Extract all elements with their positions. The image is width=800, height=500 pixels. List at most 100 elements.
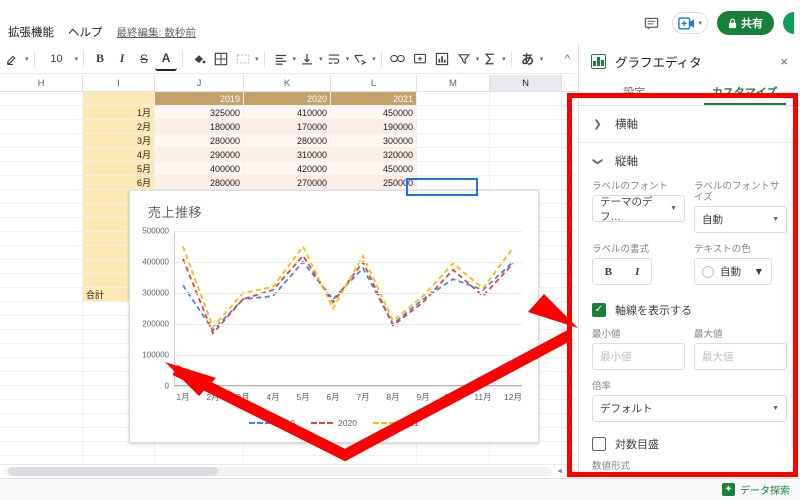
table-row[interactable]: 2019 2020 2021 xyxy=(0,92,578,106)
grid-cell[interactable] xyxy=(83,442,155,455)
merge-cells-icon[interactable] xyxy=(232,47,254,71)
table-row[interactable]: 2月 180000 170000 190000 xyxy=(0,120,578,134)
grid-cell[interactable] xyxy=(155,456,244,463)
table-row[interactable] xyxy=(0,456,578,463)
grid-cell[interactable] xyxy=(490,204,562,217)
borders-icon[interactable] xyxy=(210,47,232,71)
share-button[interactable]: 共有 xyxy=(717,11,774,35)
menu-item-help[interactable]: ヘルプ xyxy=(68,27,103,39)
bold-button[interactable]: B xyxy=(96,51,105,65)
grid-cell[interactable] xyxy=(562,260,578,273)
grid-cell[interactable] xyxy=(0,120,83,133)
grid-cell[interactable] xyxy=(562,120,578,133)
tab-setup[interactable]: 設定 xyxy=(623,86,646,99)
grid-cell[interactable] xyxy=(490,176,562,189)
sum-sigma-icon[interactable] xyxy=(479,47,501,71)
scrollbar-track[interactable] xyxy=(4,467,552,476)
collapse-toolbar-caret[interactable]: ^ xyxy=(564,52,570,65)
grid-cell[interactable] xyxy=(417,106,490,119)
grid-cell[interactable] xyxy=(562,442,578,455)
grid-cell[interactable]: 2021 xyxy=(331,92,417,105)
table-row[interactable]: 4月 290000 310000 320000 xyxy=(0,148,578,162)
text-rotation-icon[interactable] xyxy=(349,47,371,71)
grid-cell[interactable] xyxy=(0,400,83,413)
legend-item-2021[interactable]: 2021 xyxy=(372,418,419,428)
halign-caret[interactable]: ▾ xyxy=(292,55,297,63)
panel-scrollbar-thumb[interactable] xyxy=(793,118,797,298)
horizontal-align-icon[interactable] xyxy=(270,47,292,71)
table-row[interactable] xyxy=(0,442,578,456)
grid-cell[interactable] xyxy=(490,190,562,203)
grid-cell[interactable] xyxy=(562,204,578,217)
grid-cell[interactable] xyxy=(490,134,562,147)
font-size-caret[interactable]: ▾ xyxy=(74,55,79,63)
legend-item-2020[interactable]: 2020 xyxy=(311,418,357,428)
grid-cell[interactable] xyxy=(562,162,578,175)
grid-cell[interactable] xyxy=(0,442,83,455)
grid-cell[interactable] xyxy=(562,190,578,203)
grid-cell[interactable] xyxy=(0,288,83,301)
grid-cell[interactable] xyxy=(562,372,578,385)
grid-cell[interactable] xyxy=(0,218,83,231)
column-header-O[interactable]: O xyxy=(562,75,578,91)
grid-cell[interactable] xyxy=(0,148,83,161)
grid-cell[interactable] xyxy=(0,204,83,217)
grid-cell[interactable] xyxy=(83,92,155,105)
grid-cell[interactable]: 180000 xyxy=(155,120,244,133)
grid-cell[interactable]: 3月 xyxy=(83,134,155,147)
grid-cell[interactable] xyxy=(0,260,83,273)
comment-icon[interactable] xyxy=(639,11,663,35)
grid-cell[interactable] xyxy=(490,106,562,119)
grid-cell[interactable]: 2020 xyxy=(244,92,331,105)
font-size-value[interactable]: 10 xyxy=(50,52,63,65)
label-size-select[interactable]: 自動 ▼ xyxy=(694,206,787,233)
selected-cell-outline[interactable] xyxy=(406,178,478,196)
grid-cell[interactable] xyxy=(562,106,578,119)
number-format-select[interactable]: ▼ xyxy=(592,475,787,478)
input-tools-caret[interactable]: ▾ xyxy=(539,55,544,63)
grid-cell[interactable] xyxy=(490,232,562,245)
italic-toggle[interactable]: I xyxy=(635,265,640,278)
grid-cell[interactable] xyxy=(417,148,490,161)
tab-customize[interactable]: カスタマイズ xyxy=(690,78,800,105)
vertical-align-icon[interactable] xyxy=(296,47,318,71)
grid-cell[interactable] xyxy=(562,148,578,161)
column-header-I[interactable]: I xyxy=(83,75,155,91)
grid-cell[interactable]: 410000 xyxy=(244,106,331,119)
grid-cell[interactable]: 450000 xyxy=(331,162,417,175)
grid-cell[interactable] xyxy=(0,456,83,463)
grid-cell[interactable] xyxy=(417,442,490,455)
scroll-left-icon[interactable]: ◄ xyxy=(556,468,564,475)
grid-cell[interactable] xyxy=(0,316,83,329)
grid-cell[interactable] xyxy=(490,218,562,231)
insert-chart-icon[interactable] xyxy=(431,47,453,71)
scrollbar-thumb[interactable] xyxy=(8,467,218,476)
section-horizontal-axis[interactable]: ❯ 横軸 xyxy=(592,106,787,142)
fill-color-icon[interactable] xyxy=(188,47,210,71)
grid-cell[interactable] xyxy=(562,456,578,463)
grid-cell[interactable] xyxy=(562,358,578,371)
insert-comment-icon[interactable] xyxy=(409,47,431,71)
grid-cell[interactable] xyxy=(0,386,83,399)
grid-cell[interactable] xyxy=(331,456,417,463)
bold-toggle[interactable]: B xyxy=(604,265,612,278)
text-color-button[interactable]: A xyxy=(155,47,178,71)
grid-cell[interactable] xyxy=(0,330,83,343)
grid-cell[interactable] xyxy=(562,400,578,413)
filter-caret[interactable]: ▾ xyxy=(475,55,480,63)
grid-cell[interactable] xyxy=(490,148,562,161)
grid-cell[interactable] xyxy=(417,120,490,133)
menu-item-extensions[interactable]: 拡張機能 xyxy=(8,27,54,39)
grid-cell[interactable] xyxy=(0,134,83,147)
grid-cell[interactable] xyxy=(562,428,578,441)
grid-cell[interactable] xyxy=(562,274,578,287)
grid-cell[interactable] xyxy=(0,302,83,315)
grid-cell[interactable] xyxy=(0,246,83,259)
grid-cell[interactable]: 190000 xyxy=(331,120,417,133)
filter-icon[interactable] xyxy=(453,47,475,71)
grid-cell[interactable]: 300000 xyxy=(331,134,417,147)
chart-object[interactable]: 売上推移 0 100000 200000 300000 400000 500000 1月 2月… xyxy=(129,190,539,443)
grid-cell[interactable] xyxy=(562,218,578,231)
avatar[interactable] xyxy=(783,12,794,34)
grid-cell[interactable] xyxy=(490,120,562,133)
